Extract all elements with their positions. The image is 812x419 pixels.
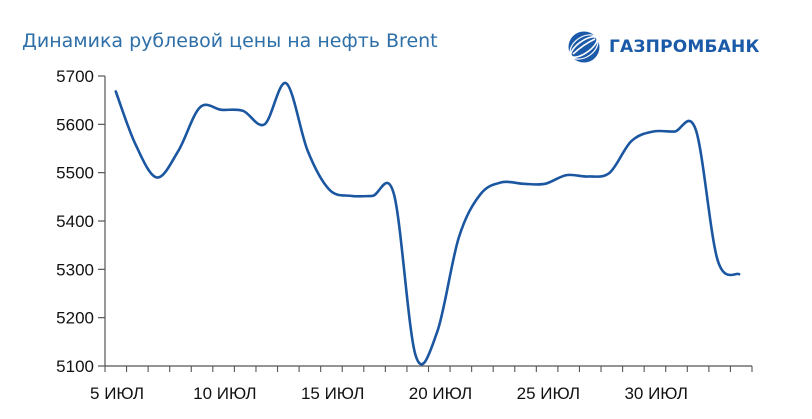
gazprombank-logo: ГАЗПРОМБАНК [567, 30, 760, 64]
y-tick-label: 5200 [56, 309, 94, 328]
x-axis-ticks: 5 ИЮЛ 10 ИЮЛ 15 ИЮЛ 20 ИЮЛ 25 ИЮЛ 30 ИЮЛ [90, 366, 753, 403]
y-axis-ticks: 5100 5200 5300 5400 5500 5600 5700 [56, 67, 105, 376]
x-tick-label: 25 ИЮЛ [517, 384, 580, 403]
x-tick-label: 10 ИЮЛ [193, 384, 256, 403]
x-tick-label: 30 ИЮЛ [624, 384, 687, 403]
y-tick-label: 5700 [56, 67, 94, 86]
x-tick-label: 20 ИЮЛ [409, 384, 472, 403]
x-tick-label: 15 ИЮЛ [301, 384, 364, 403]
chart-axes [104, 76, 752, 367]
logo-text: ГАЗПРОМБАНК [609, 37, 760, 57]
gazprombank-globe-icon [568, 31, 600, 63]
chart-series [114, 81, 741, 366]
chart-title: Динамика рублевой цены на нефть Brent [22, 30, 438, 52]
y-tick-label: 5400 [56, 212, 94, 231]
y-tick-label: 5600 [56, 115, 94, 134]
y-tick-label: 5100 [56, 357, 94, 376]
y-tick-label: 5300 [56, 260, 94, 279]
x-tick-label: 5 ИЮЛ [90, 384, 144, 403]
y-tick-label: 5500 [56, 164, 94, 183]
series-line [114, 81, 741, 366]
